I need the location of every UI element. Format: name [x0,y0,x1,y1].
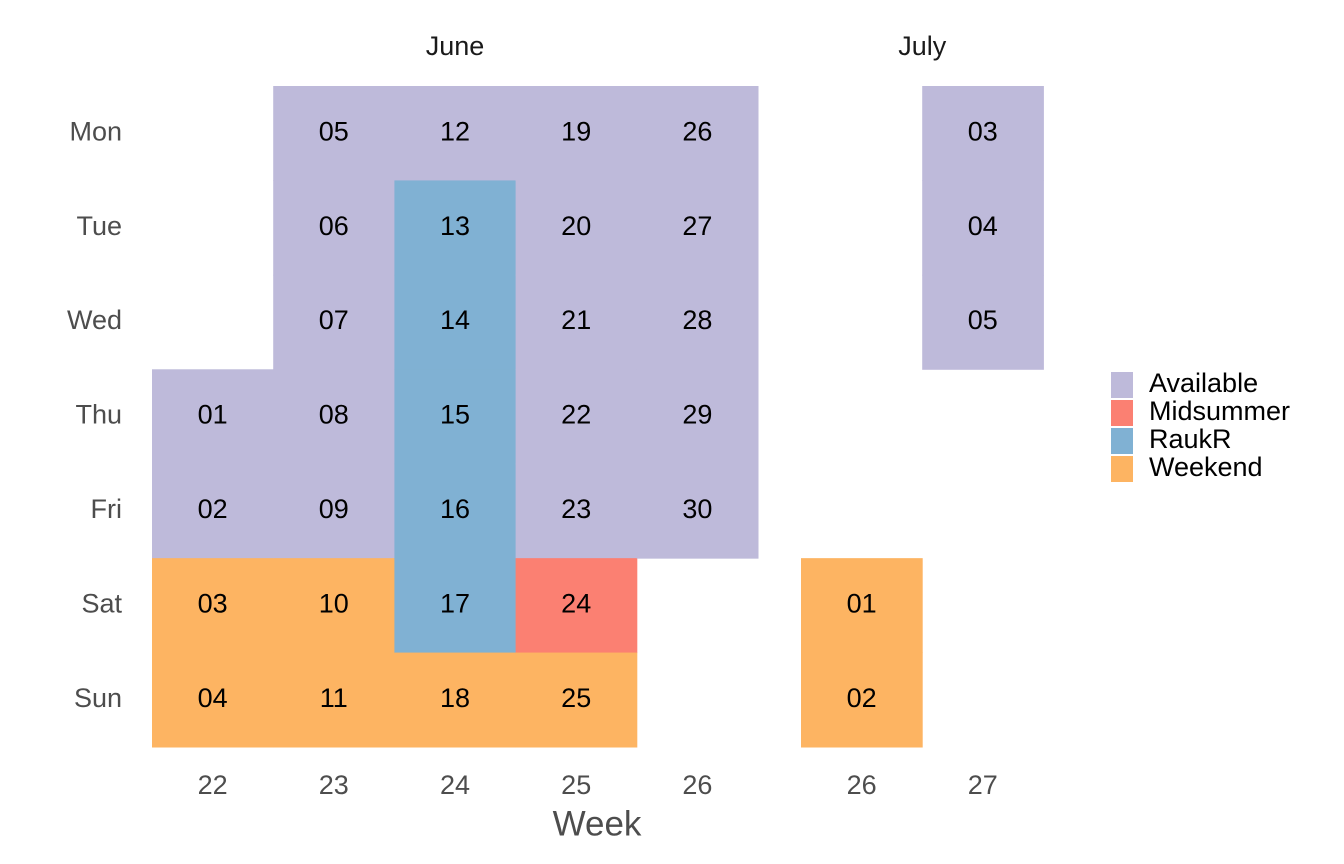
day-tile [394,86,517,181]
day-label: Sat [81,588,122,618]
date-label: 02 [847,683,877,713]
day-tile [273,86,395,181]
legend-label: Available [1149,368,1258,398]
day-tile [801,558,923,654]
date-label: 27 [682,211,712,241]
date-label: 17 [440,588,470,618]
day-tile [273,558,395,654]
date-label: 01 [847,588,877,618]
day-tile [394,180,517,276]
legend-swatch [1111,372,1133,398]
date-label: 03 [198,588,228,618]
day-tile [394,558,517,654]
date-label: 21 [561,305,591,335]
date-label: 12 [440,116,470,146]
date-label: 02 [198,494,228,524]
date-label: 24 [561,588,591,618]
week-label: 22 [198,770,228,800]
day-tile [394,463,517,559]
day-tile [515,652,638,748]
day-label: Mon [69,116,122,146]
date-label: 07 [319,305,349,335]
day-tile [394,652,517,748]
week-label: 23 [319,770,349,800]
date-label: 30 [682,494,712,524]
day-tile [515,463,638,559]
date-label: 23 [561,494,591,524]
day-tile [273,180,395,276]
date-label: 13 [440,211,470,241]
day-tile [636,86,759,181]
x-axis-label: Week [553,804,642,843]
date-label: 03 [968,116,998,146]
day-label: Sun [74,683,122,713]
day-label: Wed [67,305,122,335]
date-label: 04 [198,683,228,713]
day-tile [636,180,759,276]
date-label: 26 [682,116,712,146]
day-tile [152,463,274,559]
day-tile [922,180,1044,276]
legend-label: Midsummer [1149,396,1290,426]
legend-swatch [1111,400,1133,426]
week-label: 27 [968,770,998,800]
day-label: Fri [91,494,122,524]
day-tile [394,274,517,370]
day-tile [636,463,759,559]
day-tile [152,558,274,654]
day-label: Thu [75,400,122,430]
date-label: 22 [561,400,591,430]
date-label: 19 [561,116,591,146]
date-label: 04 [968,211,998,241]
day-label: Tue [76,211,122,241]
date-label: 15 [440,400,470,430]
date-label: 25 [561,683,591,713]
day-tile [152,652,274,748]
date-label: 16 [440,494,470,524]
day-tile [515,180,638,276]
date-label: 01 [198,400,228,430]
day-tile [394,369,517,465]
day-tile [636,369,759,465]
day-tile [515,86,638,181]
week-label: 26 [847,770,877,800]
legend-label: RaukR [1149,424,1232,454]
day-tile [273,274,395,370]
day-tile [273,463,395,559]
date-label: 14 [440,305,470,335]
day-tile [515,369,638,465]
date-label: 06 [319,211,349,241]
week-label: 26 [682,770,712,800]
date-label: 28 [682,305,712,335]
month-title: July [898,31,947,61]
day-tile [801,652,923,748]
legend-label: Weekend [1149,452,1263,482]
day-tile [515,558,638,654]
day-tile [636,274,759,370]
date-label: 09 [319,494,349,524]
week-label: 25 [561,770,591,800]
day-tile [922,274,1044,370]
date-label: 11 [320,683,348,713]
date-label: 08 [319,400,349,430]
date-label: 20 [561,211,591,241]
month-title: June [426,31,485,61]
date-label: 29 [682,400,712,430]
date-label: 05 [968,305,998,335]
date-label: 18 [440,683,470,713]
legend-swatch [1111,456,1133,482]
legend-swatch [1111,428,1133,454]
day-tile [515,274,638,370]
week-label: 24 [440,770,470,800]
date-label: 05 [319,116,349,146]
day-tile [152,369,274,465]
day-tile [922,86,1044,181]
day-tile [273,652,395,748]
day-tile [273,369,395,465]
date-label: 10 [319,588,349,618]
